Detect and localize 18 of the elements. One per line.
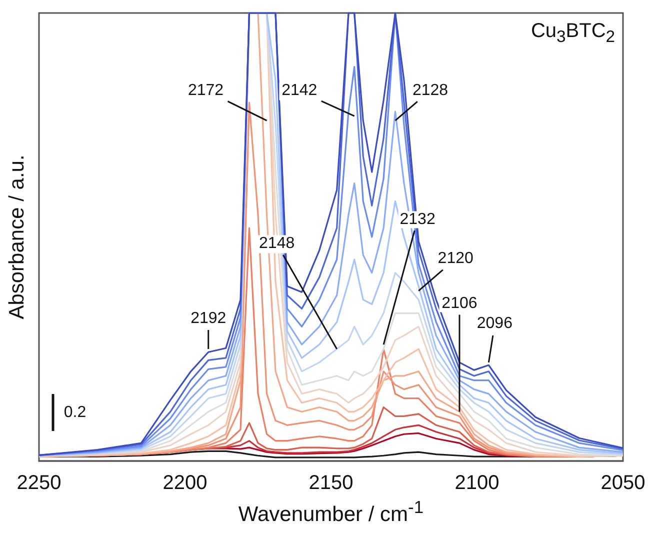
x-axis-title: Wavenumber / cm$^{-1}$ bbox=[236, 496, 426, 526]
annotation: 2192 bbox=[188, 310, 228, 328]
x-tick-label: 2050 bbox=[600, 472, 646, 494]
annotation: 2120 bbox=[436, 250, 476, 268]
y-axis-title: Absorbance / a.u. bbox=[5, 152, 29, 322]
x-tick-label: 2200 bbox=[162, 472, 208, 494]
x-tick-label: 2250 bbox=[16, 472, 62, 494]
chart-title: Cu$_{3}$BTC$_{2}$ bbox=[528, 20, 618, 46]
annotation: 2172 bbox=[186, 82, 226, 100]
annotation: 2142 bbox=[280, 82, 320, 100]
annotation: 0.2 bbox=[62, 404, 88, 422]
annotation: 2096 bbox=[474, 316, 514, 334]
annotation: 2132 bbox=[398, 210, 438, 228]
annotation: 2148 bbox=[257, 235, 297, 253]
x-tick-label: 2100 bbox=[454, 472, 500, 494]
annotation: 2106 bbox=[440, 294, 480, 313]
x-tick-label: 2150 bbox=[308, 472, 354, 494]
annotation: 2128 bbox=[410, 82, 450, 100]
